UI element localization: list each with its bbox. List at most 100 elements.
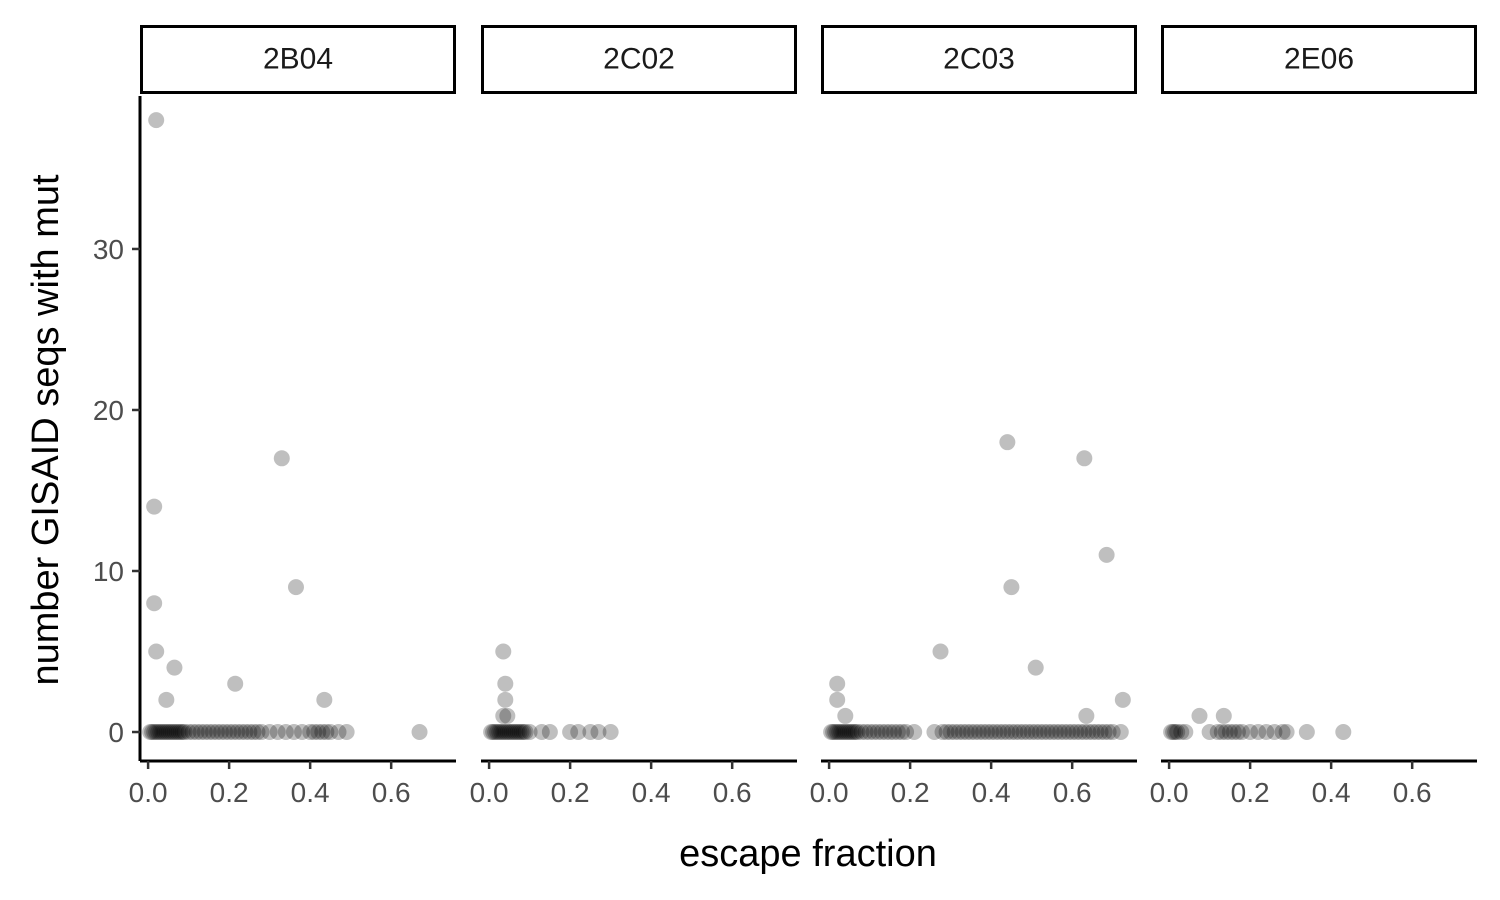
- data-point: [148, 112, 165, 129]
- data-point: [517, 724, 534, 741]
- data-point: [1215, 707, 1232, 724]
- data-point: [570, 724, 587, 741]
- data-point: [176, 724, 193, 741]
- data-point: [146, 595, 163, 612]
- data-point: [314, 724, 331, 741]
- data-point: [1092, 724, 1109, 741]
- facet-label: 2C03: [943, 42, 1015, 75]
- data-point: [869, 724, 886, 741]
- data-point: [1163, 724, 1180, 741]
- data-point: [515, 724, 532, 741]
- data-point: [204, 724, 221, 741]
- data-point: [999, 724, 1016, 741]
- data-point: [1068, 724, 1085, 741]
- data-point: [590, 724, 607, 741]
- data-point: [1221, 724, 1238, 741]
- data-point: [1084, 724, 1101, 741]
- y-tick-label: 10: [93, 556, 124, 587]
- data-point: [954, 724, 971, 741]
- data-point: [1112, 724, 1129, 741]
- x-tick-label: 0.0: [470, 777, 509, 808]
- data-point: [188, 724, 205, 741]
- data-point: [158, 724, 175, 741]
- data-point: [1088, 724, 1105, 741]
- data-point: [1072, 724, 1089, 741]
- data-point: [489, 724, 506, 741]
- data-point: [330, 724, 347, 741]
- data-point: [217, 724, 234, 741]
- data-point: [1031, 724, 1048, 741]
- data-point: [184, 724, 201, 741]
- data-point: [1234, 724, 1251, 741]
- data-point: [975, 724, 992, 741]
- data-point: [1242, 724, 1259, 741]
- x-tick-label: 0.2: [1231, 777, 1270, 808]
- data-point: [156, 724, 173, 741]
- data-point: [213, 724, 230, 741]
- data-point: [225, 724, 242, 741]
- data-point: [1076, 450, 1093, 467]
- x-tick-label: 0.0: [1150, 777, 1189, 808]
- data-point: [146, 724, 163, 741]
- data-point: [1027, 659, 1044, 676]
- facet-label: 2B04: [263, 42, 333, 75]
- data-point: [509, 724, 526, 741]
- data-point: [1003, 579, 1020, 596]
- data-point: [322, 724, 339, 741]
- data-point: [1201, 724, 1218, 741]
- data-point: [1225, 724, 1242, 741]
- data-point: [146, 498, 163, 515]
- data-point: [841, 724, 858, 741]
- data-point: [148, 643, 165, 660]
- data-point: [906, 724, 923, 741]
- data-point: [823, 724, 840, 741]
- data-point: [1052, 724, 1069, 741]
- data-point: [227, 675, 244, 692]
- data-point: [829, 724, 846, 741]
- data-point: [1056, 724, 1073, 741]
- facet-panel: 2C02 0.0 0.2 0.4 0.6: [470, 25, 797, 808]
- data-point: [1169, 724, 1186, 741]
- data-point: [1064, 724, 1081, 741]
- data-point: [221, 724, 238, 741]
- data-point: [200, 724, 217, 741]
- data-point: [833, 724, 850, 741]
- data-point: [837, 724, 854, 741]
- data-point: [142, 724, 159, 741]
- facet-label: 2C02: [603, 42, 675, 75]
- data-point: [306, 724, 323, 741]
- data-point: [1003, 724, 1020, 741]
- data-point: [150, 724, 167, 741]
- data-point: [1213, 724, 1230, 741]
- x-tick-label: 0.4: [632, 777, 671, 808]
- data-point: [950, 724, 967, 741]
- data-point: [932, 643, 949, 660]
- x-tick-label: 0.4: [291, 777, 330, 808]
- data-point: [485, 724, 502, 741]
- data-point: [1019, 724, 1036, 741]
- data-point: [208, 724, 225, 741]
- data-point: [241, 724, 258, 741]
- data-point: [971, 724, 987, 741]
- data-point: [501, 724, 518, 741]
- facet-panel: 2C03 0.0 0.2 0.4 0.6: [810, 25, 1137, 808]
- data-point: [1335, 724, 1352, 741]
- data-point: [294, 724, 311, 741]
- data-point: [285, 724, 302, 741]
- data-point: [837, 707, 854, 724]
- data-point: [1027, 724, 1044, 741]
- data-point: [861, 724, 878, 741]
- data-point: [164, 724, 181, 741]
- x-tick-label: 0.2: [210, 777, 249, 808]
- facet-strip: [1161, 25, 1477, 94]
- facet-panel: 2B04 0.0 0.2 0.4 0.6 0 10 20 30: [93, 25, 456, 808]
- x-tick-label: 0.0: [810, 777, 849, 808]
- data-point: [1217, 724, 1234, 741]
- data-point: [1177, 724, 1194, 741]
- data-point: [310, 724, 327, 741]
- data-point: [144, 724, 161, 741]
- data-point: [962, 724, 979, 741]
- data-point: [505, 724, 522, 741]
- facet-label: 2E06: [1284, 42, 1354, 75]
- data-point: [1023, 724, 1040, 741]
